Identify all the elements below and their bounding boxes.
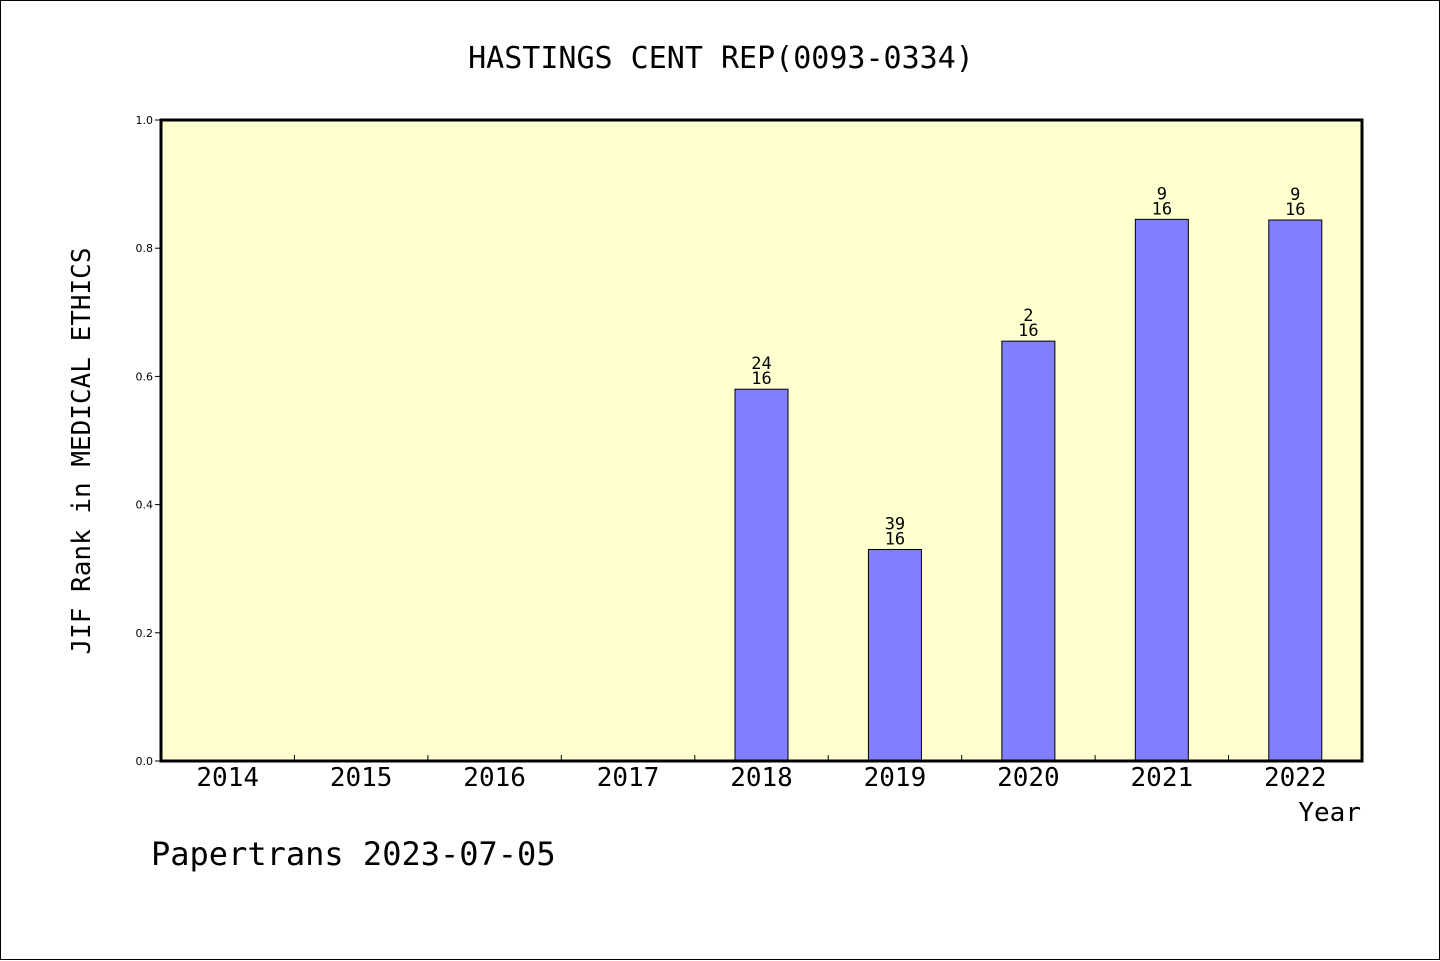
ticks-layer: 0.0 0.2 0.4 0.6 0.8 1.0 2014 2015 2016 2017 2018 20…: [136, 114, 1327, 793]
y-tick-label: 0.2: [136, 627, 154, 640]
chart-title: HASTINGS CENT REP(0093-0334): [468, 41, 974, 76]
bar-2022: [1268, 219, 1323, 762]
y-tick-label: 0.4: [136, 499, 154, 512]
data-label-total: 16: [1285, 200, 1305, 220]
data-label-total: 16: [885, 529, 905, 549]
x-tick-label: 2022: [1264, 763, 1327, 793]
bar-2021: [1134, 218, 1189, 762]
x-tick-label: 2018: [730, 763, 793, 793]
x-tick-label: 2017: [597, 763, 660, 793]
y-tick-label: 0.6: [136, 370, 154, 383]
y-axis-label: JIF Rank in MEDICAL ETHICS: [67, 248, 97, 655]
x-tick-label: 2016: [463, 763, 526, 793]
data-label-total: 16: [751, 369, 771, 389]
x-axis-label: Year: [1298, 798, 1361, 828]
data-label-rank: 2: [1023, 306, 1033, 326]
x-tick-label: 2021: [1131, 763, 1194, 793]
bar-2018: [734, 388, 789, 762]
plot-border: [159, 118, 1364, 763]
y-tick-label: 0.0: [136, 755, 154, 768]
data-label-rank: 39: [885, 514, 905, 534]
data-label-total: 16: [1152, 199, 1172, 219]
bar-2019: [867, 548, 922, 762]
x-tick-label: 2014: [196, 763, 259, 793]
footer-credit: Papertrans 2023-07-05: [151, 835, 556, 873]
data-label-rank: 9: [1157, 184, 1167, 204]
y-tick-label: 1.0: [136, 114, 154, 127]
data-label-total: 16: [1018, 321, 1038, 341]
y-tick-label: 0.8: [136, 242, 154, 255]
data-label-rank: 9: [1290, 185, 1300, 205]
x-tick-label: 2020: [997, 763, 1060, 793]
x-tick-label: 2019: [864, 763, 927, 793]
data-label-rank: 24: [751, 354, 771, 374]
bar-2020: [1001, 340, 1056, 762]
x-tick-label: 2015: [330, 763, 393, 793]
